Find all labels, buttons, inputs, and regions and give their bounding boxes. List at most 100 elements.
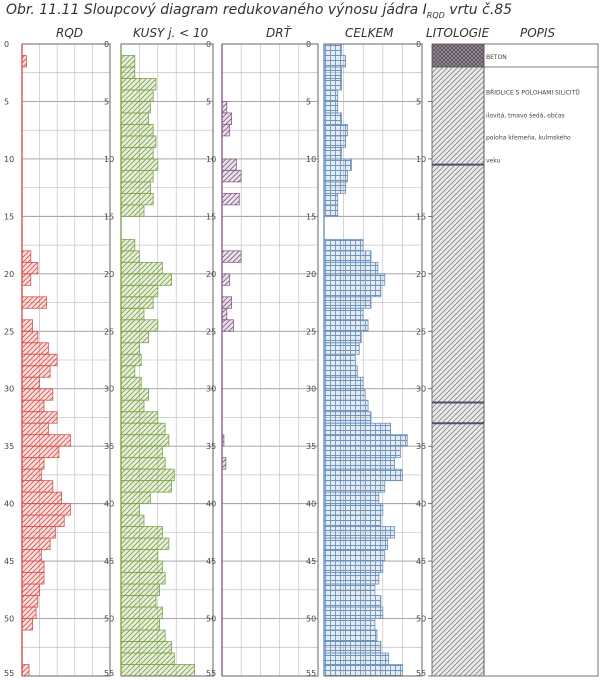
depth-tick-label: 50 [206,615,216,624]
celkem-bar [323,618,376,631]
depth-tick-label: 20 [104,270,114,279]
depth-tick-label: 35 [104,442,114,451]
depth-tick-label: 20 [306,270,316,279]
celkem-bar [323,664,403,677]
rqd-bar [21,330,39,344]
rqd-bar [21,514,65,528]
caption-subscript: RQD [426,10,445,20]
celkem-bar [323,399,369,413]
kusy-bar [120,526,163,539]
rqd-bar [21,606,37,619]
rqd-bar [21,618,33,631]
kusy-bar [120,307,145,321]
celkem-bar [323,192,339,206]
celkem-bar [323,147,343,160]
drt-bar [221,192,240,206]
celkem-bar [323,112,343,125]
kusy-bar [120,641,172,654]
depth-tick-label: 50 [4,615,14,624]
celkem-bar [323,250,372,263]
rqd-bar [21,273,32,286]
celkem-bar [323,66,343,79]
depth-tick-label: 55 [104,669,114,678]
lithology-segment [431,66,485,677]
celkem-bar [323,78,343,91]
celkem-bar [323,560,384,573]
depth-tick-label: 55 [206,669,216,678]
celkem-bar [323,491,380,505]
depth-tick-label: 5 [416,97,421,106]
kusy-bar [120,112,150,125]
rqd-bar [21,480,54,493]
lithology-segment [431,43,485,68]
kusy-bar [120,595,157,608]
depth-tick-label: 5 [206,97,211,106]
kusy-bar [120,468,175,482]
kusy-bar [120,652,175,665]
celkem-bar [323,376,364,390]
celkem-bar [323,549,386,562]
depth-tick-label: 5 [306,97,311,106]
rqd-bar [21,353,58,367]
depth-tick-label: 35 [4,442,14,451]
depth-tick-label: 15 [416,212,426,221]
kusy-bar [120,330,150,344]
kusy-bar [120,457,166,470]
kusy-bar [120,491,151,505]
celkem-bar [323,388,366,401]
kusy-bar [120,250,140,263]
depth-tick-label: 20 [206,270,216,279]
depth-tick-label: 50 [416,615,426,624]
kusy-bar [120,399,145,413]
drt-bar [221,307,228,321]
depth-tick-label: 20 [4,270,14,279]
kusy-bar [120,124,154,137]
depth-tick-label: 45 [306,557,316,566]
kusy-bar [120,296,154,309]
celkem-bar [323,330,362,344]
celkem-bar [323,422,392,436]
rqd-bar [21,261,39,275]
rqd-bar [21,342,49,355]
rqd-bar [21,526,56,539]
depth-tick-label: 40 [4,500,14,509]
header-drt: DRŤ [266,26,291,40]
depth-tick-label: 15 [4,212,14,221]
kusy-bar [120,135,157,148]
caption-prefix: Obr. 11.11 Sloupcový diagram redukovanéh… [6,2,427,18]
depth-tick-label: 30 [306,385,316,394]
depth-tick-label: 50 [104,615,114,624]
rqd-bar [21,388,54,401]
rqd-bar [21,365,51,378]
drt-bar [221,273,231,286]
depth-tick-label: 25 [306,327,316,336]
description-line: poloha křemeňa, kulmského [486,134,571,141]
drt-bar [221,250,242,263]
rqd-bar [21,664,30,677]
rqd-bar [21,457,45,470]
celkem-bar [323,503,384,516]
kusy-bar [120,273,172,286]
rqd-bar [21,503,71,516]
celkem-bar [323,365,358,378]
rqd-bar [21,422,49,436]
depth-tick-label: 10 [4,155,14,164]
kusy-bar [120,78,157,91]
header-rqd: RQD [56,26,84,40]
rqd-bar [21,491,62,505]
kusy-bar [120,618,161,631]
depth-tick-label: 10 [306,155,316,164]
celkem-bar [323,158,352,171]
depth-tick-label: 25 [4,327,14,336]
depth-tick-label: 30 [416,385,426,394]
description-line: veku [486,157,501,164]
celkem-bar [323,296,372,309]
celkem-bar [323,101,339,114]
kusy-bar [120,480,172,493]
rqd-bar [21,250,32,263]
kusy-bar [120,572,166,585]
kusy-bar [120,606,163,619]
celkem-bar [323,606,384,619]
celkem-bar [323,261,379,275]
celkem-bar [323,514,382,528]
